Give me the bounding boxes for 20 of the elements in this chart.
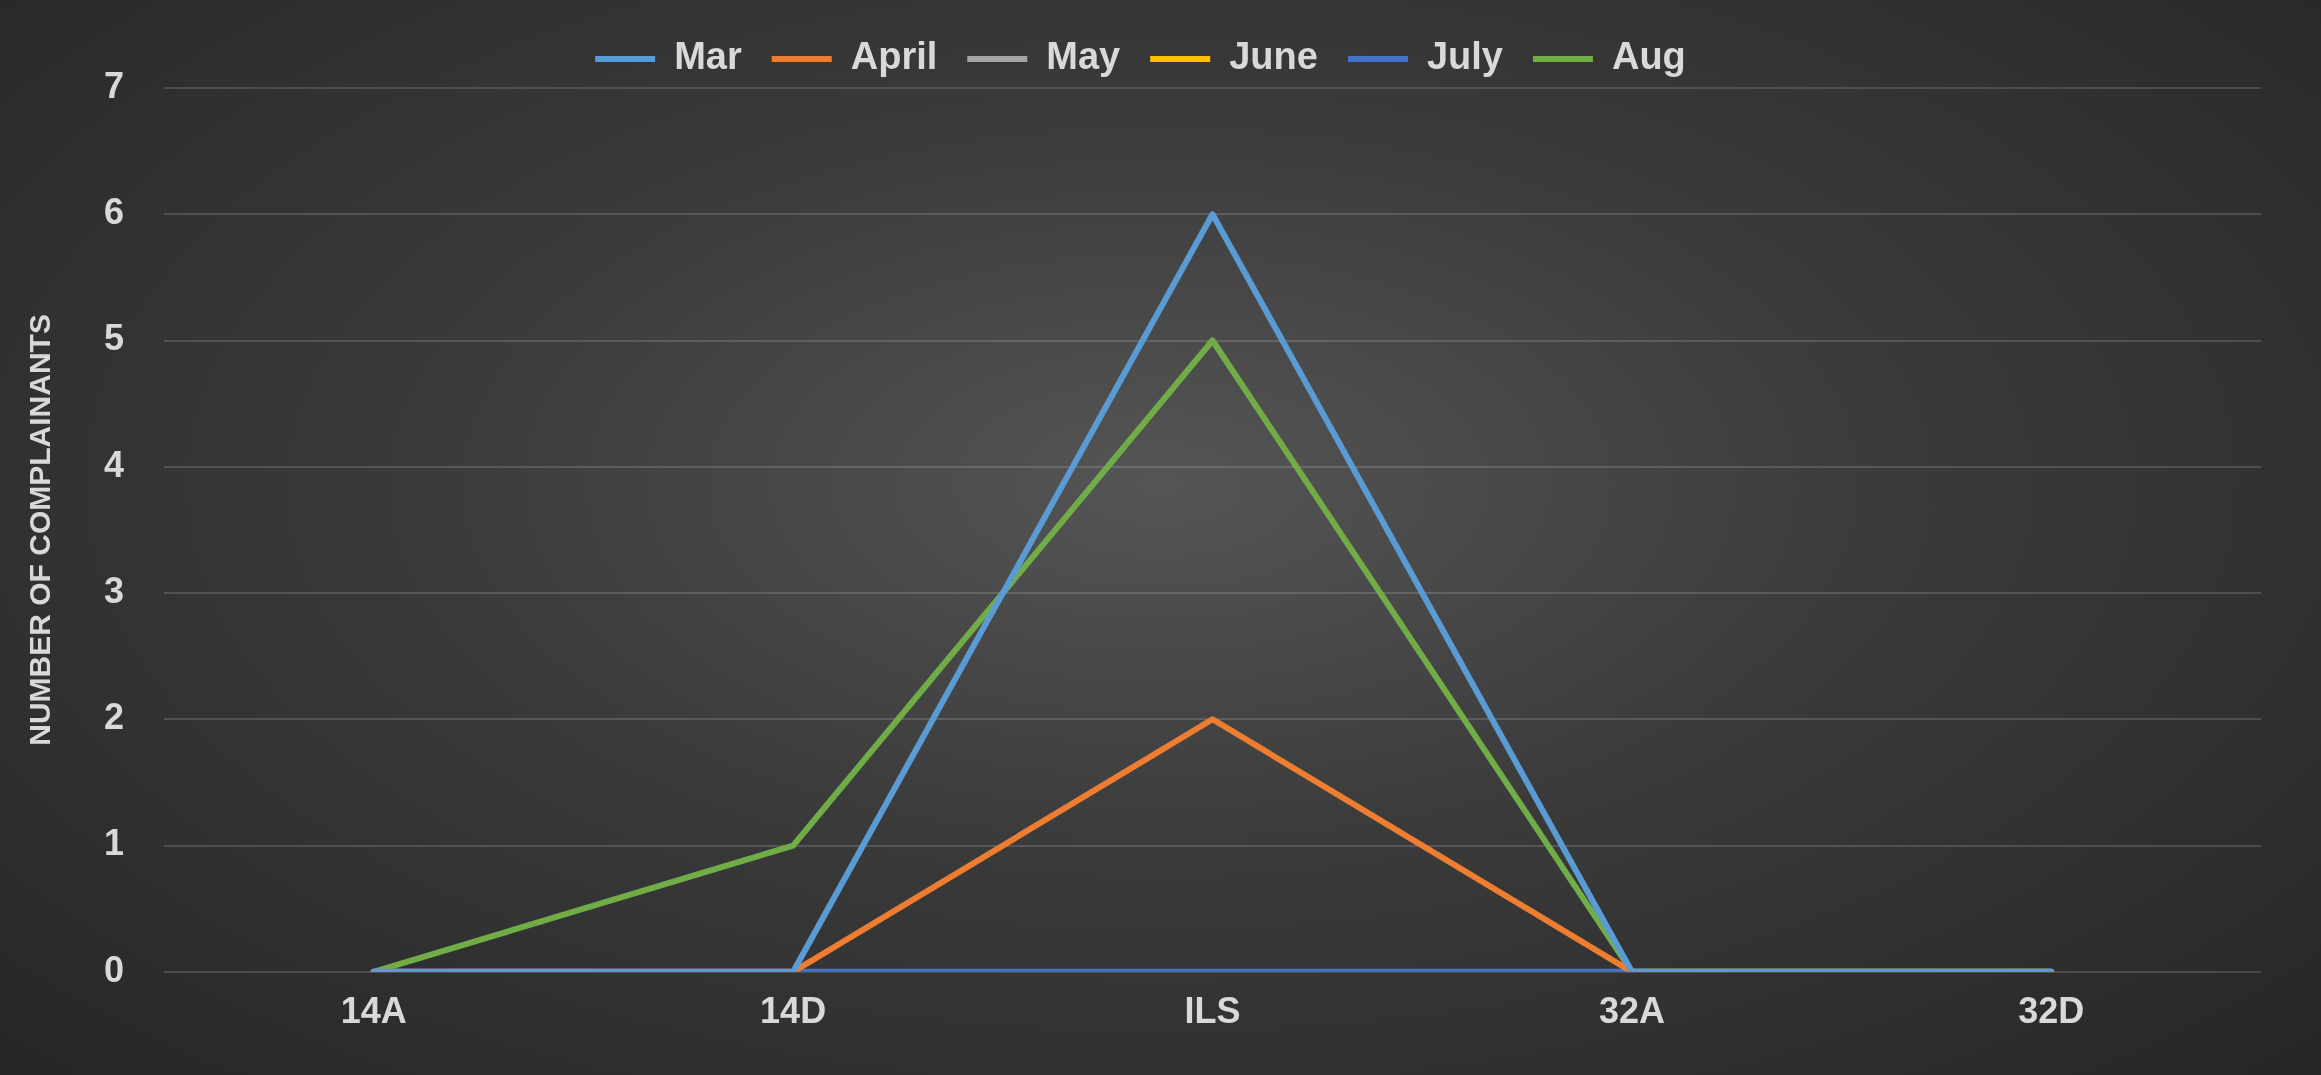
legend-label: Aug xyxy=(1611,35,1686,78)
x-tick-label: 32A xyxy=(1598,990,1665,1032)
y-tick-label: 1 xyxy=(103,822,125,864)
y-tick-label: 2 xyxy=(103,696,125,738)
y-tick-label: 5 xyxy=(103,317,125,359)
y-tick-label: 7 xyxy=(103,64,125,106)
legend-label: June xyxy=(1229,35,1318,78)
legend-label: Mar xyxy=(674,35,742,78)
legend-label: April xyxy=(850,35,938,78)
x-tick-label: 14D xyxy=(760,990,827,1032)
legend-label: July xyxy=(1426,35,1503,78)
y-tick-label: 0 xyxy=(103,948,125,990)
y-tick-label: 3 xyxy=(103,569,125,611)
legend-label: May xyxy=(1046,35,1121,78)
y-axis-title: NUMBER OF COMPLAINANTS xyxy=(23,314,57,746)
x-tick-label: ILS xyxy=(1184,990,1241,1032)
x-tick-label: 14A xyxy=(340,990,407,1032)
x-tick-label: 32D xyxy=(2018,990,2085,1032)
y-tick-label: 4 xyxy=(103,443,125,485)
y-tick-label: 6 xyxy=(103,191,125,233)
